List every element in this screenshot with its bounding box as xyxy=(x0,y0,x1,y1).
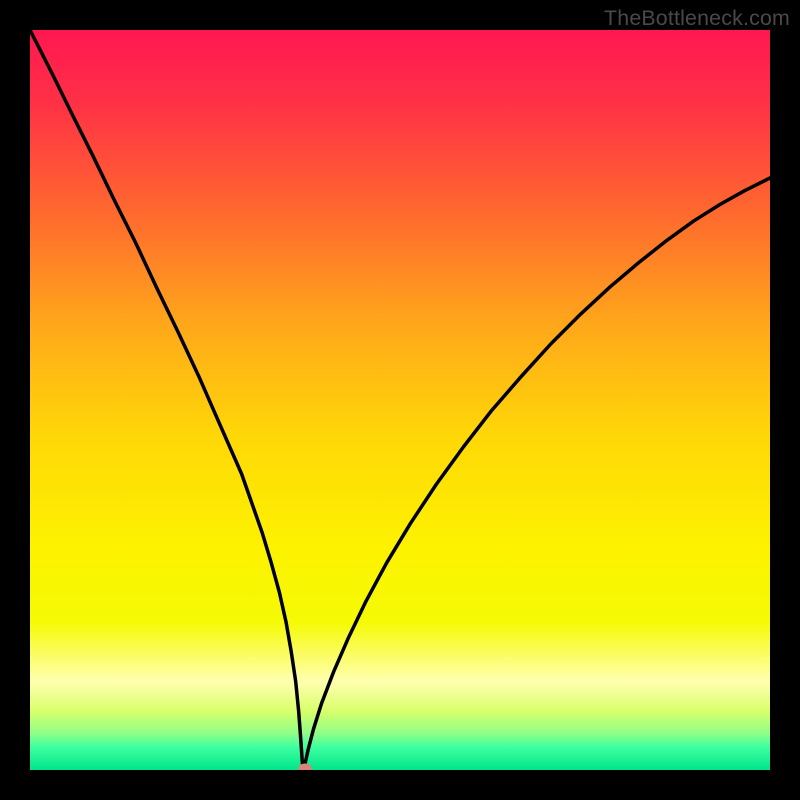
plot-area xyxy=(30,30,770,770)
chart-canvas: TheBottleneck.com xyxy=(0,0,800,800)
curve-path xyxy=(30,30,770,770)
bottleneck-curve xyxy=(30,30,770,770)
optimum-marker xyxy=(298,763,312,770)
watermark-text: TheBottleneck.com xyxy=(604,6,790,31)
